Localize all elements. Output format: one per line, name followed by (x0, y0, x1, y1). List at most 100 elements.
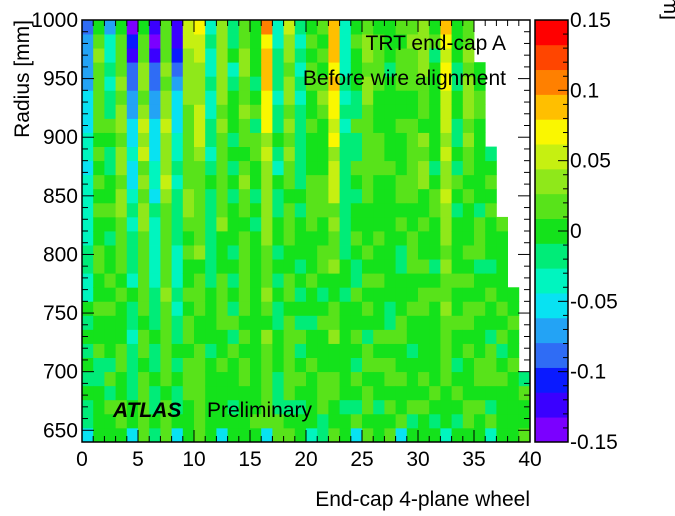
heatmap-cell (194, 315, 206, 330)
heatmap-cell (462, 259, 475, 274)
heatmap-cell (227, 399, 240, 415)
heatmap-cell (93, 287, 105, 302)
heatmap-cell (115, 20, 128, 35)
heatmap-cell (283, 104, 296, 119)
heatmap-cell (451, 427, 464, 442)
heatmap-cell (462, 76, 475, 91)
heatmap-cell (171, 371, 184, 387)
heatmap-cell (82, 315, 94, 330)
heatmap-cell (518, 371, 530, 387)
heatmap-cell (238, 104, 251, 119)
heatmap-cell (126, 343, 139, 358)
heatmap-cell (294, 231, 307, 246)
heatmap-cell (350, 287, 363, 302)
heatmap-cell (272, 104, 284, 119)
heatmap-cell (250, 146, 262, 162)
heatmap-cell (485, 245, 497, 260)
heatmap-cell (216, 427, 228, 442)
heatmap-cell (171, 202, 184, 218)
heatmap-cell (406, 315, 419, 330)
heatmap-cell (395, 48, 408, 63)
heatmap-cell (182, 188, 195, 204)
heatmap-cell (194, 188, 206, 204)
heatmap-cell (238, 90, 251, 105)
heatmap-cell (440, 76, 452, 91)
heatmap-cell (395, 385, 408, 401)
heatmap-cell (485, 301, 497, 316)
heatmap-cell (126, 90, 139, 105)
heatmap-cell (82, 273, 94, 288)
heatmap-cell (160, 259, 172, 274)
heatmap-cell (126, 34, 139, 49)
heatmap-cell (250, 287, 262, 302)
heatmap-cell (362, 90, 374, 105)
heatmap-cell (205, 216, 217, 232)
heatmap-cell (126, 371, 139, 387)
heatmap-cell (272, 427, 284, 442)
heatmap-cell (138, 371, 150, 387)
heatmap-cell (238, 427, 251, 442)
heatmap-cell (485, 146, 497, 162)
heatmap-cell (160, 357, 172, 373)
heatmap-cell (373, 231, 385, 246)
heatmap-cell (171, 343, 184, 358)
heatmap-cell (194, 357, 206, 373)
heatmap-cell (362, 34, 374, 49)
heatmap-cell (93, 202, 105, 218)
heatmap-cell (238, 245, 251, 260)
heatmap-cell (104, 315, 116, 330)
heatmap-cell (317, 132, 329, 147)
heatmap-cell (474, 118, 486, 133)
heatmap-cell (104, 62, 116, 77)
heatmap-cell (294, 132, 307, 147)
heatmap-cell (205, 202, 217, 218)
heatmap-cell (406, 34, 419, 49)
heatmap-cell (474, 343, 486, 358)
heatmap-cell (194, 329, 206, 344)
heatmap-cell (294, 160, 307, 176)
heatmap-cell (294, 413, 307, 429)
heatmap-cell (171, 427, 184, 442)
heatmap-cell (395, 76, 408, 91)
heatmap-cell (115, 118, 128, 133)
heatmap-cell (227, 160, 240, 176)
heatmap-cell (250, 259, 262, 274)
heatmap-cell (440, 34, 452, 49)
heatmap-cell (362, 273, 374, 288)
heatmap-cell (317, 20, 329, 35)
heatmap-cell (261, 146, 273, 162)
heatmap-cell (149, 216, 161, 232)
heatmap-cell (429, 216, 441, 232)
heatmap-cell (384, 273, 396, 288)
heatmap-cell (317, 385, 329, 401)
heatmap-cell (104, 245, 116, 260)
y-axis-title: Radius [mm] (11, 20, 34, 138)
heatmap-cell (261, 371, 273, 387)
heatmap-cell (440, 259, 452, 274)
heatmap-cell (182, 259, 195, 274)
heatmap-cell (362, 62, 374, 77)
heatmap-cell (216, 118, 228, 133)
color-scale-tick-label: 0.15 (570, 9, 611, 32)
heatmap-cell (272, 146, 284, 162)
heatmap-cell (115, 385, 128, 401)
heatmap-cell (93, 62, 105, 77)
heatmap-cell (339, 259, 352, 274)
heatmap-cell (126, 132, 139, 147)
heatmap-cell (306, 259, 318, 274)
heatmap-cell (451, 413, 464, 429)
heatmap-cell (205, 174, 217, 190)
heatmap-cell (306, 104, 318, 119)
heatmap-cell (429, 20, 441, 35)
heatmap-cell (350, 329, 363, 344)
heatmap-cell (317, 343, 329, 358)
heatmap-cell (350, 399, 363, 415)
heatmap-cells (82, 20, 530, 442)
color-scale-step (535, 20, 568, 46)
heatmap-cell (238, 62, 251, 77)
preliminary-label: Preliminary (207, 399, 313, 422)
heatmap-cell (395, 104, 408, 119)
heatmap-cell (93, 216, 105, 232)
heatmap-cell (93, 231, 105, 246)
heatmap-cell (339, 231, 352, 246)
